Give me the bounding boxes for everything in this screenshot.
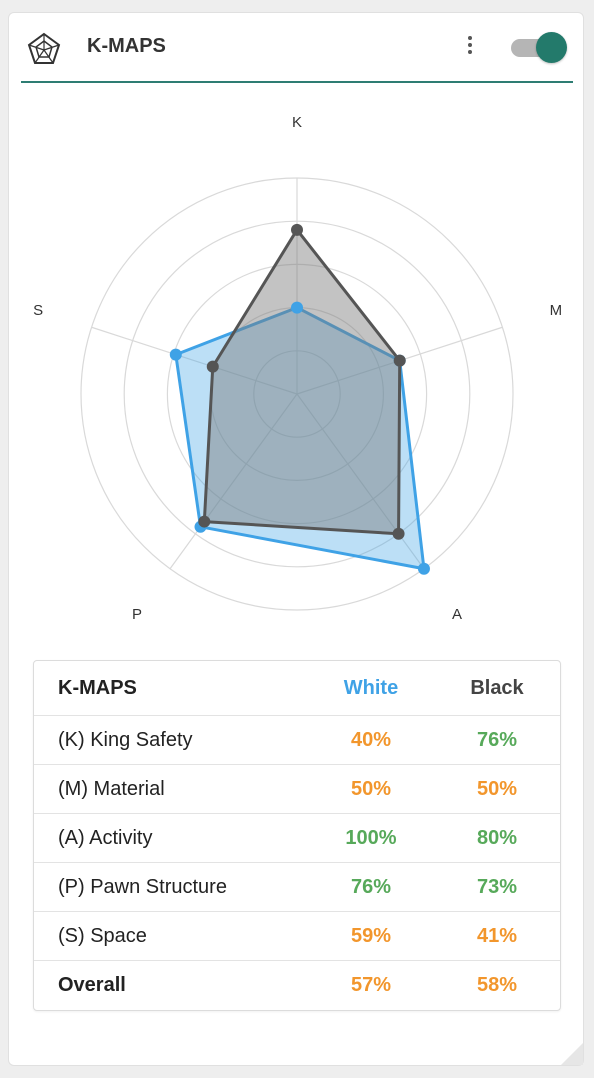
white-series-point-k bbox=[291, 301, 303, 314]
row-black-value: 73% bbox=[476, 875, 518, 898]
radar-web-icon bbox=[27, 32, 61, 64]
card-title: K-MAPS bbox=[87, 35, 166, 57]
row-white-value: 76% bbox=[350, 875, 392, 898]
row-white-value: 59% bbox=[350, 924, 392, 947]
row-name: Overall bbox=[58, 974, 126, 996]
table-row: (M) Material 50% 50% bbox=[34, 765, 560, 814]
row-white-value: 40% bbox=[350, 728, 392, 751]
radar-axis-line bbox=[296, 393, 425, 570]
white-series-point-s bbox=[169, 348, 182, 361]
display-toggle[interactable] bbox=[511, 32, 567, 63]
resize-corner bbox=[561, 1043, 583, 1065]
row-black-value: 41% bbox=[476, 924, 518, 947]
black-series-point-s bbox=[206, 360, 219, 373]
radar-axis-label-a: A bbox=[452, 606, 462, 623]
radar-chart: K M A P S bbox=[33, 114, 563, 623]
row-name: (M) Material bbox=[58, 777, 165, 800]
kebab-menu-icon[interactable] bbox=[461, 33, 479, 61]
row-black-value: 76% bbox=[476, 728, 518, 751]
row-name: (A) Activity bbox=[58, 826, 153, 849]
row-name: (K) King Safety bbox=[58, 728, 193, 751]
white-series-area bbox=[174, 306, 426, 571]
radar-axis-label-s: S bbox=[33, 302, 43, 319]
row-white-value: 57% bbox=[350, 974, 392, 996]
table-header-row: K-MAPS White Black bbox=[34, 661, 560, 716]
white-series-point-a bbox=[417, 562, 430, 575]
toggle-knob bbox=[536, 32, 567, 63]
row-name: (P) Pawn Structure bbox=[58, 875, 227, 898]
black-series-point-a bbox=[392, 527, 405, 540]
kmaps-table: K-MAPS White Black (K) King Safety 40% 7… bbox=[33, 660, 561, 1011]
row-white-value: 100% bbox=[345, 826, 397, 849]
kmaps-card: K-MAPS K M A P S K-MAPS White Black (K) King… bbox=[8, 12, 584, 1066]
header-name: K-MAPS bbox=[58, 676, 137, 699]
black-series-area bbox=[202, 228, 402, 536]
row-black-value: 50% bbox=[476, 777, 518, 800]
radar-axis-label-p: P bbox=[132, 606, 142, 623]
table-row: (K) King Safety 40% 76% bbox=[34, 716, 560, 765]
header-white: White bbox=[343, 676, 399, 699]
row-black-value: 58% bbox=[476, 974, 518, 996]
table-row-overall: Overall 57% 58% bbox=[34, 961, 560, 1010]
radar-axis-line bbox=[169, 393, 298, 570]
header-black: Black bbox=[470, 676, 524, 699]
table-row: (P) Pawn Structure 76% 73% bbox=[34, 863, 560, 912]
row-name: (S) Space bbox=[58, 924, 147, 947]
row-black-value: 80% bbox=[476, 826, 518, 849]
table-row: (S) Space 59% 41% bbox=[34, 912, 560, 961]
black-series-point-k bbox=[291, 223, 303, 236]
table-row: (A) Activity 100% 80% bbox=[34, 814, 560, 863]
radar-axis-label-k: K bbox=[292, 114, 302, 131]
black-series-point-p bbox=[198, 515, 211, 528]
row-white-value: 50% bbox=[350, 777, 392, 800]
card-header: K-MAPS bbox=[21, 13, 573, 83]
radar-axis-line bbox=[91, 326, 298, 395]
black-series-point-m bbox=[393, 354, 406, 367]
radar-axis-label-m: M bbox=[550, 302, 563, 319]
